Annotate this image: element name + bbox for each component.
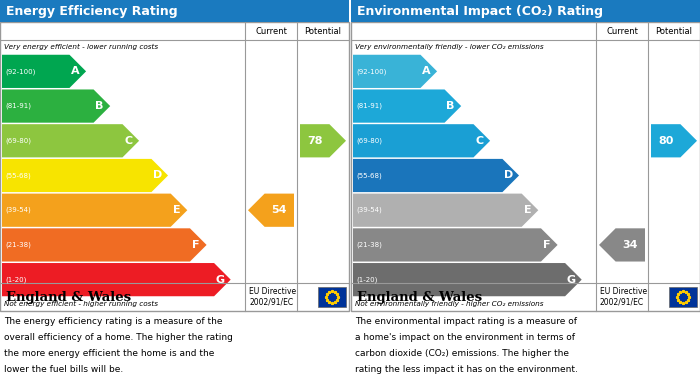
Text: lower the fuel bills will be.: lower the fuel bills will be. — [4, 364, 123, 373]
Polygon shape — [353, 194, 538, 227]
Text: Environmental Impact (CO₂) Rating: Environmental Impact (CO₂) Rating — [357, 5, 603, 18]
Text: EU Directive
2002/91/EC: EU Directive 2002/91/EC — [249, 287, 296, 307]
Polygon shape — [353, 159, 519, 192]
Text: B: B — [95, 101, 104, 111]
Polygon shape — [651, 124, 697, 158]
Text: England & Wales: England & Wales — [357, 291, 482, 303]
Text: Not energy efficient - higher running costs: Not energy efficient - higher running co… — [4, 301, 158, 307]
Text: (21-38): (21-38) — [356, 242, 382, 248]
Text: (1-20): (1-20) — [356, 276, 377, 283]
Text: (39-54): (39-54) — [356, 207, 382, 213]
Text: G: G — [216, 274, 225, 285]
Text: Not environmentally friendly - higher CO₂ emissions: Not environmentally friendly - higher CO… — [355, 301, 543, 307]
Text: 78: 78 — [307, 136, 323, 146]
Text: (55-68): (55-68) — [5, 172, 31, 179]
Bar — [351, 22, 700, 311]
Text: overall efficiency of a home. The higher the rating: overall efficiency of a home. The higher… — [4, 332, 233, 341]
Text: rating the less impact it has on the environment.: rating the less impact it has on the env… — [355, 364, 578, 373]
Bar — [318, 287, 346, 307]
Text: The energy efficiency rating is a measure of the: The energy efficiency rating is a measur… — [4, 316, 223, 325]
Text: Current: Current — [255, 27, 287, 36]
Text: Very energy efficient - lower running costs: Very energy efficient - lower running co… — [4, 44, 158, 50]
Polygon shape — [2, 159, 168, 192]
Text: E: E — [173, 205, 181, 215]
Text: D: D — [153, 170, 162, 181]
Text: (55-68): (55-68) — [356, 172, 382, 179]
Text: England & Wales: England & Wales — [6, 291, 131, 303]
Text: Very environmentally friendly - lower CO₂ emissions: Very environmentally friendly - lower CO… — [355, 44, 544, 50]
Text: D: D — [503, 170, 513, 181]
Text: EU Directive
2002/91/EC: EU Directive 2002/91/EC — [600, 287, 647, 307]
Polygon shape — [248, 194, 294, 227]
Text: (81-91): (81-91) — [356, 103, 382, 109]
Polygon shape — [599, 228, 645, 262]
Polygon shape — [353, 124, 490, 158]
Text: 80: 80 — [658, 136, 673, 146]
Text: (1-20): (1-20) — [5, 276, 27, 283]
Text: A: A — [422, 66, 430, 76]
Polygon shape — [353, 228, 558, 262]
Polygon shape — [353, 55, 437, 88]
Text: Energy Efficiency Rating: Energy Efficiency Rating — [6, 5, 178, 18]
Polygon shape — [2, 263, 231, 296]
Text: B: B — [446, 101, 454, 111]
Polygon shape — [2, 194, 188, 227]
Polygon shape — [353, 263, 582, 296]
Bar — [669, 287, 697, 307]
Text: C: C — [125, 136, 132, 146]
Bar — [351, 0, 700, 22]
Text: 34: 34 — [622, 240, 638, 250]
Polygon shape — [300, 124, 346, 158]
Polygon shape — [353, 90, 461, 123]
Text: Potential: Potential — [304, 27, 342, 36]
Text: (21-38): (21-38) — [5, 242, 31, 248]
Text: a home's impact on the environment in terms of: a home's impact on the environment in te… — [355, 332, 575, 341]
Polygon shape — [2, 90, 110, 123]
Text: F: F — [543, 240, 550, 250]
Text: Potential: Potential — [655, 27, 692, 36]
Polygon shape — [2, 124, 139, 158]
Text: G: G — [566, 274, 575, 285]
Text: (69-80): (69-80) — [356, 138, 382, 144]
Text: Current: Current — [606, 27, 638, 36]
Text: E: E — [524, 205, 531, 215]
Text: F: F — [192, 240, 199, 250]
Text: (81-91): (81-91) — [5, 103, 31, 109]
Bar — [0, 22, 349, 311]
Polygon shape — [2, 55, 86, 88]
Text: 54: 54 — [272, 205, 287, 215]
Bar — [0, 0, 349, 22]
Text: the more energy efficient the home is and the: the more energy efficient the home is an… — [4, 348, 214, 357]
Text: The environmental impact rating is a measure of: The environmental impact rating is a mea… — [355, 316, 577, 325]
Text: (92-100): (92-100) — [5, 68, 36, 75]
Text: A: A — [71, 66, 80, 76]
Text: (69-80): (69-80) — [5, 138, 31, 144]
Text: (92-100): (92-100) — [356, 68, 386, 75]
Text: C: C — [475, 136, 484, 146]
Text: carbon dioxide (CO₂) emissions. The higher the: carbon dioxide (CO₂) emissions. The high… — [355, 348, 569, 357]
Polygon shape — [2, 228, 206, 262]
Text: (39-54): (39-54) — [5, 207, 31, 213]
